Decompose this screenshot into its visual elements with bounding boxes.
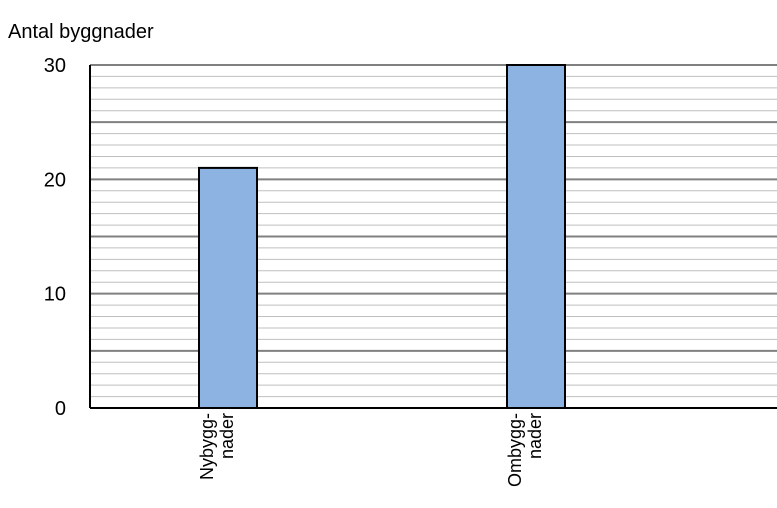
- y-tick-label: 10: [44, 284, 66, 306]
- y-tick-label: 0: [55, 398, 66, 420]
- bar: [506, 64, 566, 409]
- x-category-label: nader: [217, 413, 237, 459]
- y-tick-label: 30: [44, 55, 66, 77]
- bars: [198, 64, 566, 409]
- y-tick-labels: 0 10 20 30: [44, 55, 66, 420]
- gridlines: [90, 64, 777, 398]
- x-category-label: Ombygg-: [505, 413, 525, 487]
- bar: [198, 166, 258, 409]
- y-tick-label: 20: [44, 169, 66, 191]
- x-category-label: Nybygg-: [197, 413, 217, 480]
- y-axis-title: Antal byggnader: [8, 21, 154, 43]
- axes: [89, 65, 777, 409]
- x-category-labels: Nybygg-nader Ombygg-nader: [197, 413, 545, 487]
- x-category-label: nader: [525, 413, 545, 459]
